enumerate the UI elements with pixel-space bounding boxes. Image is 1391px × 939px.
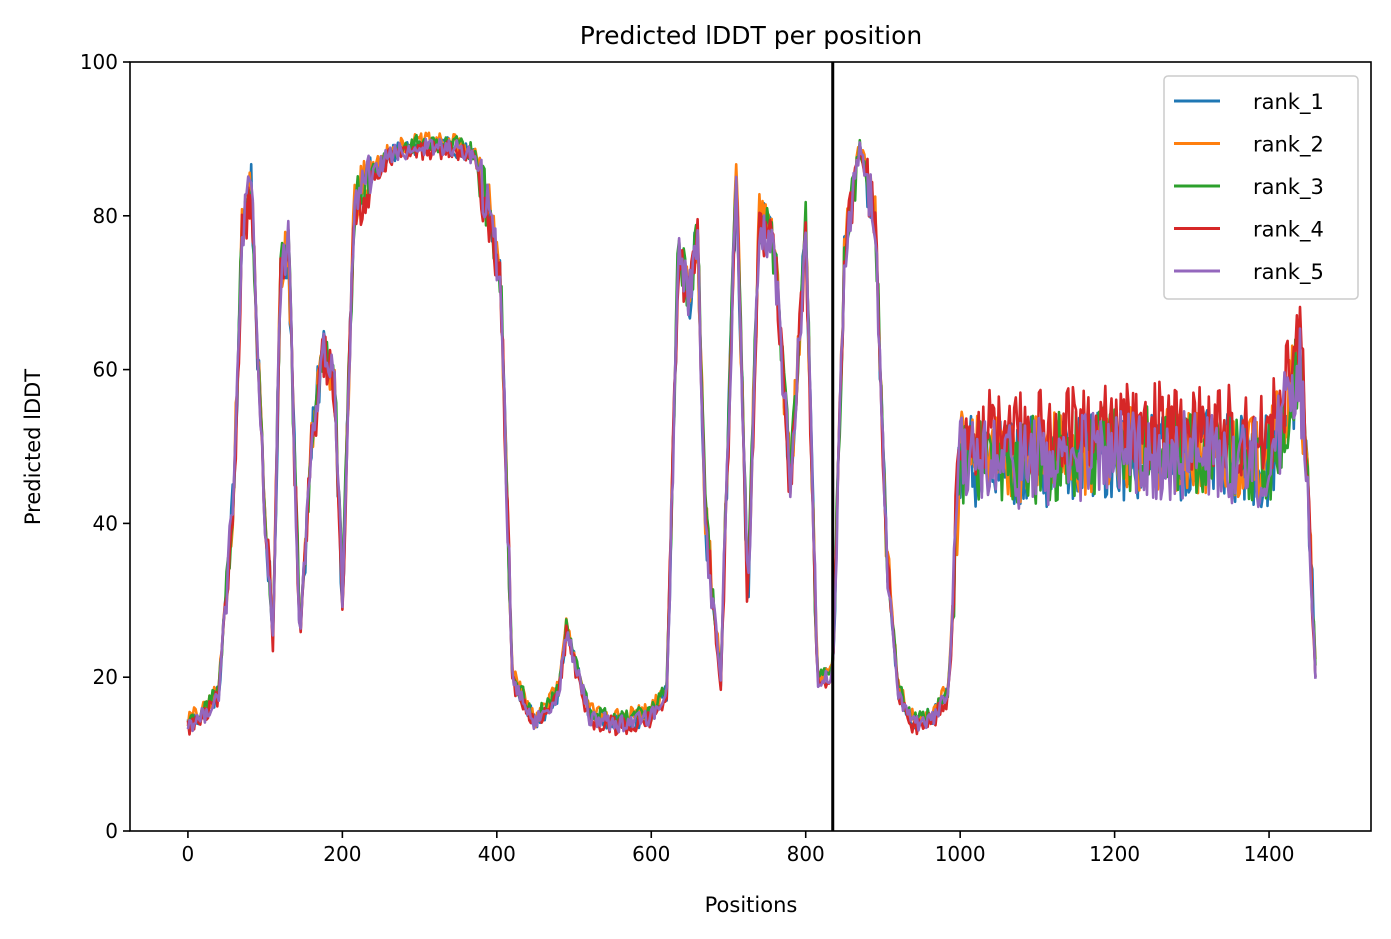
legend-label: rank_2 <box>1253 133 1324 158</box>
x-tick-label: 1000 <box>935 842 986 866</box>
y-axis: 0 20 40 60 80 100 <box>80 50 130 843</box>
x-tick-label: 400 <box>478 842 516 866</box>
x-tick-label: 1400 <box>1244 842 1295 866</box>
chart-title: Predicted lDDT per position <box>580 21 922 50</box>
series-lines <box>186 131 1317 737</box>
legend-label: rank_4 <box>1253 218 1324 243</box>
y-tick-label: 60 <box>93 358 118 382</box>
x-tick-label: 200 <box>323 842 361 866</box>
x-axis-title: Positions <box>705 893 798 917</box>
y-tick-label: 0 <box>105 819 118 843</box>
x-tick-label: 600 <box>632 842 670 866</box>
y-axis-title: Predicted lDDT <box>21 369 45 525</box>
legend-label: rank_3 <box>1253 175 1324 200</box>
series-line-rank-5 <box>186 137 1317 734</box>
x-tick-label: 800 <box>787 842 825 866</box>
x-tick-label: 1200 <box>1089 842 1140 866</box>
plot-frame <box>129 61 1372 832</box>
y-tick-label: 100 <box>80 50 118 74</box>
y-tick-label: 40 <box>93 511 118 535</box>
legend-box <box>1163 75 1359 300</box>
x-tick-label: 0 <box>182 842 195 866</box>
y-tick-label: 80 <box>93 204 118 228</box>
y-tick-label: 20 <box>93 665 118 689</box>
legend-label: rank_5 <box>1253 260 1324 285</box>
legend-label: rank_1 <box>1253 90 1324 115</box>
legend: rank_1 rank_2 rank_3 rank_4 rank_5 <box>1163 75 1359 300</box>
x-axis: 0 200 400 600 800 1000 1200 1400 <box>182 831 1295 866</box>
